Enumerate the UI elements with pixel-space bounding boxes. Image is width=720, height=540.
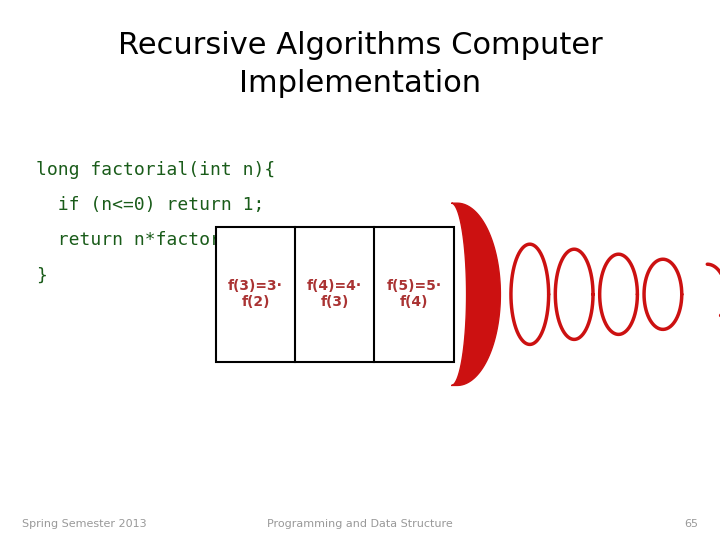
Bar xyxy=(216,227,454,362)
Text: }: } xyxy=(36,266,47,285)
Text: return n*factorial(n-1);: return n*factorial(n-1); xyxy=(36,231,319,249)
Text: f(5)=5·
f(4): f(5)=5· f(4) xyxy=(387,279,441,309)
Text: if (n<=0) return 1;: if (n<=0) return 1; xyxy=(36,196,264,214)
Text: f(3)=3·
f(2): f(3)=3· f(2) xyxy=(228,279,283,309)
Text: Programming and Data Structure: Programming and Data Structure xyxy=(267,519,453,529)
Polygon shape xyxy=(451,203,500,386)
Text: f(4)=4·
f(3): f(4)=4· f(3) xyxy=(307,279,362,309)
Text: Recursive Algorithms Computer: Recursive Algorithms Computer xyxy=(117,31,603,60)
Text: long factorial(int n){: long factorial(int n){ xyxy=(36,161,275,179)
Text: 65: 65 xyxy=(685,519,698,529)
Text: Implementation: Implementation xyxy=(239,69,481,98)
Text: Spring Semester 2013: Spring Semester 2013 xyxy=(22,519,146,529)
